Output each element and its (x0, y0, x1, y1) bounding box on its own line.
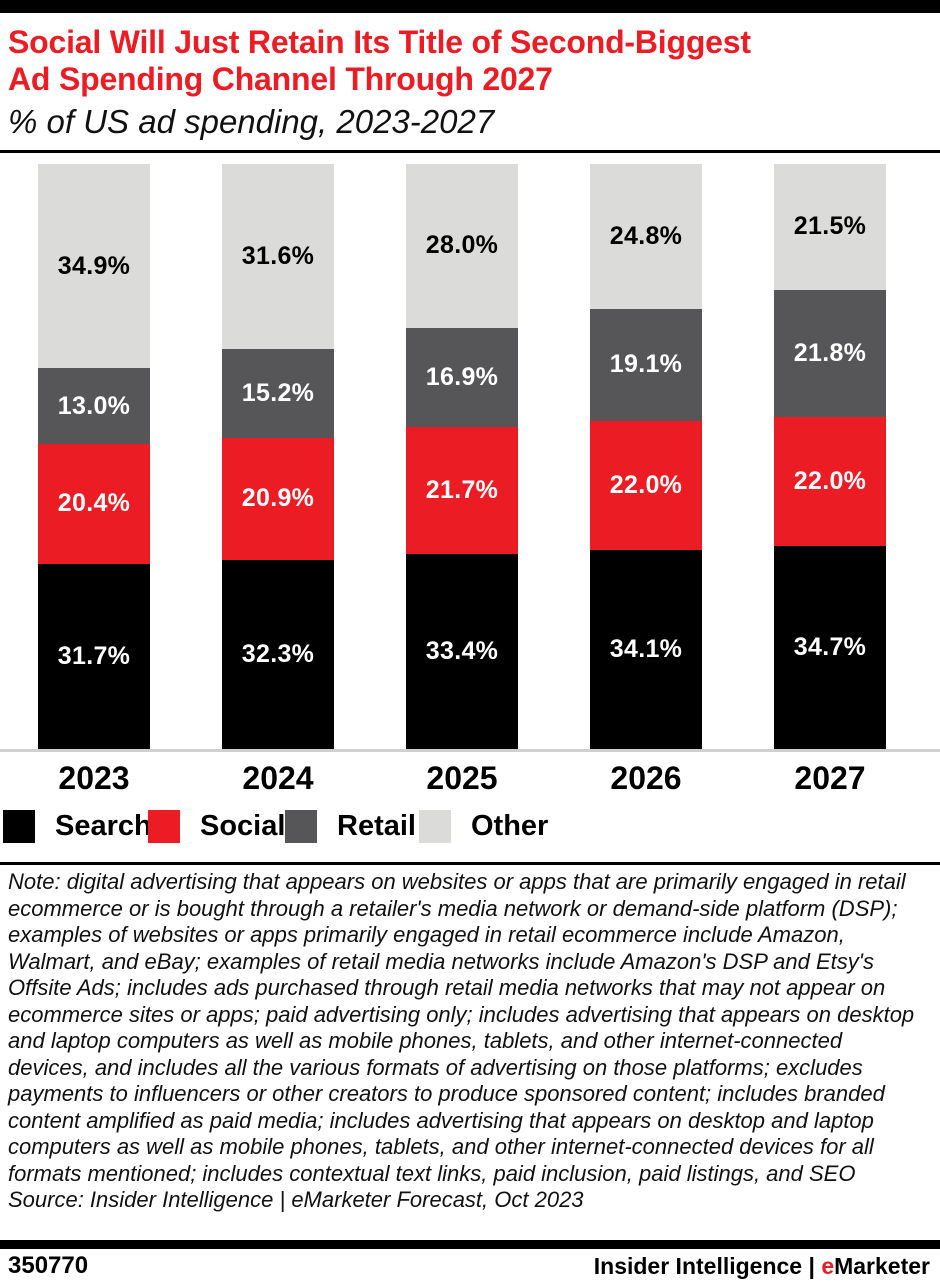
bar-2024: 32.3% 20.9% 15.2% 31.6% (222, 164, 334, 749)
segment-search-2024: 32.3% (222, 560, 334, 749)
segment-value-label: 20.9% (241, 484, 315, 513)
plot-area: 31.7% 20.4% 13.0% 34.9% 32.3% 20.9% 15.2% 31.6%… (0, 164, 940, 749)
legend-label-other: Other (471, 810, 549, 842)
brand-name: Insider Intelligence (593, 1253, 803, 1279)
segment-value-label: 20.4% (57, 489, 131, 518)
legend-label-search: Search (55, 810, 152, 842)
segment-value-label: 33.4% (425, 636, 499, 665)
segment-value-label: 32.3% (241, 640, 315, 669)
chart-title: Social Will Just Retain Its Title of Sec… (8, 24, 932, 98)
footnote: Note: digital advertising that appears o… (8, 869, 924, 1214)
segment-value-label: 16.9% (425, 362, 499, 391)
segment-value-label: 15.2% (241, 378, 315, 407)
segment-social-2026: 22.0% (590, 420, 702, 550)
segment-search-2023: 31.7% (38, 563, 150, 749)
segment-value-label: 31.7% (57, 641, 131, 670)
bar-2023: 31.7% 20.4% 13.0% 34.9% (38, 164, 150, 749)
chart-subtitle: % of US ad spending, 2023-2027 (8, 103, 495, 140)
segment-other-2024: 31.6% (222, 164, 334, 349)
footer: 350770 Insider Intelligence | eMarketer (8, 1252, 932, 1282)
segment-value-label: 31.6% (241, 241, 315, 270)
top-border-bar (0, 0, 940, 13)
segment-value-label: 22.0% (793, 467, 867, 496)
x-axis-label-2023: 2023 (58, 760, 130, 796)
source-text: Source: Insider Intelligence | eMarketer… (8, 1187, 584, 1212)
emarketer-e: e (821, 1253, 835, 1279)
segment-value-label: 34.9% (57, 251, 131, 280)
bar-2027: 34.7% 22.0% 21.8% 21.5% (774, 164, 886, 749)
segment-search-2026: 34.1% (590, 549, 702, 749)
segment-social-2027: 22.0% (774, 417, 886, 547)
segment-value-label: 22.0% (609, 470, 683, 499)
segment-search-2025: 33.4% (406, 553, 518, 749)
x-axis-label-2027: 2027 (794, 760, 866, 796)
chart-id: 350770 (8, 1252, 89, 1279)
chart-title-line-1: Social Will Just Retain Its Title of Sec… (8, 24, 751, 60)
segment-value-label: 24.8% (609, 222, 683, 251)
segment-other-2025: 28.0% (406, 164, 518, 328)
segment-social-2025: 21.7% (406, 426, 518, 554)
note-divider (0, 862, 940, 865)
segment-retail-2023: 13.0% (38, 368, 150, 445)
brand-separator: | (802, 1253, 822, 1279)
segment-other-2026: 24.8% (590, 164, 702, 310)
x-axis-label-2024: 2024 (242, 760, 314, 796)
segment-other-2027: 21.5% (774, 164, 886, 290)
legend: Search Social Retail Other (0, 810, 940, 844)
brand: Insider Intelligence | eMarketer (594, 1253, 930, 1280)
note-text: Note: digital advertising that appears o… (8, 869, 915, 1186)
segment-value-label: 21.7% (425, 475, 499, 504)
x-axis-label-2026: 2026 (610, 760, 682, 796)
legend-label-social: Social (200, 810, 286, 842)
segment-value-label: 19.1% (609, 350, 683, 379)
chart-title-line-2: Ad Spending Channel Through 2027 (8, 61, 553, 97)
segment-value-label: 13.0% (57, 391, 131, 420)
segment-retail-2024: 15.2% (222, 348, 334, 438)
bar-2025: 33.4% 21.7% 16.9% 28.0% (406, 164, 518, 749)
footer-border-bar (0, 1240, 940, 1249)
stacked-bar-chart: 31.7% 20.4% 13.0% 34.9% 32.3% 20.9% 15.2% 31.6%… (0, 164, 940, 810)
segment-social-2023: 20.4% (38, 444, 150, 564)
segment-value-label: 21.8% (793, 339, 867, 368)
legend-item-search: Search (3, 810, 152, 843)
legend-swatch-other (419, 810, 451, 843)
segment-retail-2025: 16.9% (406, 327, 518, 427)
segment-retail-2026: 19.1% (590, 309, 702, 421)
x-axis-label-2025: 2025 (426, 760, 498, 796)
legend-item-social: Social (148, 810, 285, 843)
emarketer-rest: Marketer (834, 1253, 930, 1279)
legend-swatch-search (3, 810, 35, 843)
segment-other-2023: 34.9% (38, 164, 150, 369)
legend-label-retail: Retail (337, 810, 416, 842)
legend-item-other: Other (419, 810, 548, 843)
segment-value-label: 34.7% (793, 633, 867, 661)
header-divider (0, 150, 940, 153)
segment-search-2027: 34.7% (774, 546, 886, 749)
bar-2026: 34.1% 22.0% 19.1% 24.8% (590, 164, 702, 749)
segment-retail-2027: 21.8% (774, 289, 886, 418)
segment-value-label: 28.0% (425, 231, 499, 260)
segment-social-2024: 20.9% (222, 437, 334, 561)
segment-value-label: 21.5% (793, 212, 867, 241)
legend-swatch-retail (285, 810, 317, 843)
legend-item-retail: Retail (285, 810, 416, 843)
x-axis-line (0, 749, 940, 752)
segment-value-label: 34.1% (609, 634, 683, 663)
legend-swatch-social (148, 810, 180, 843)
